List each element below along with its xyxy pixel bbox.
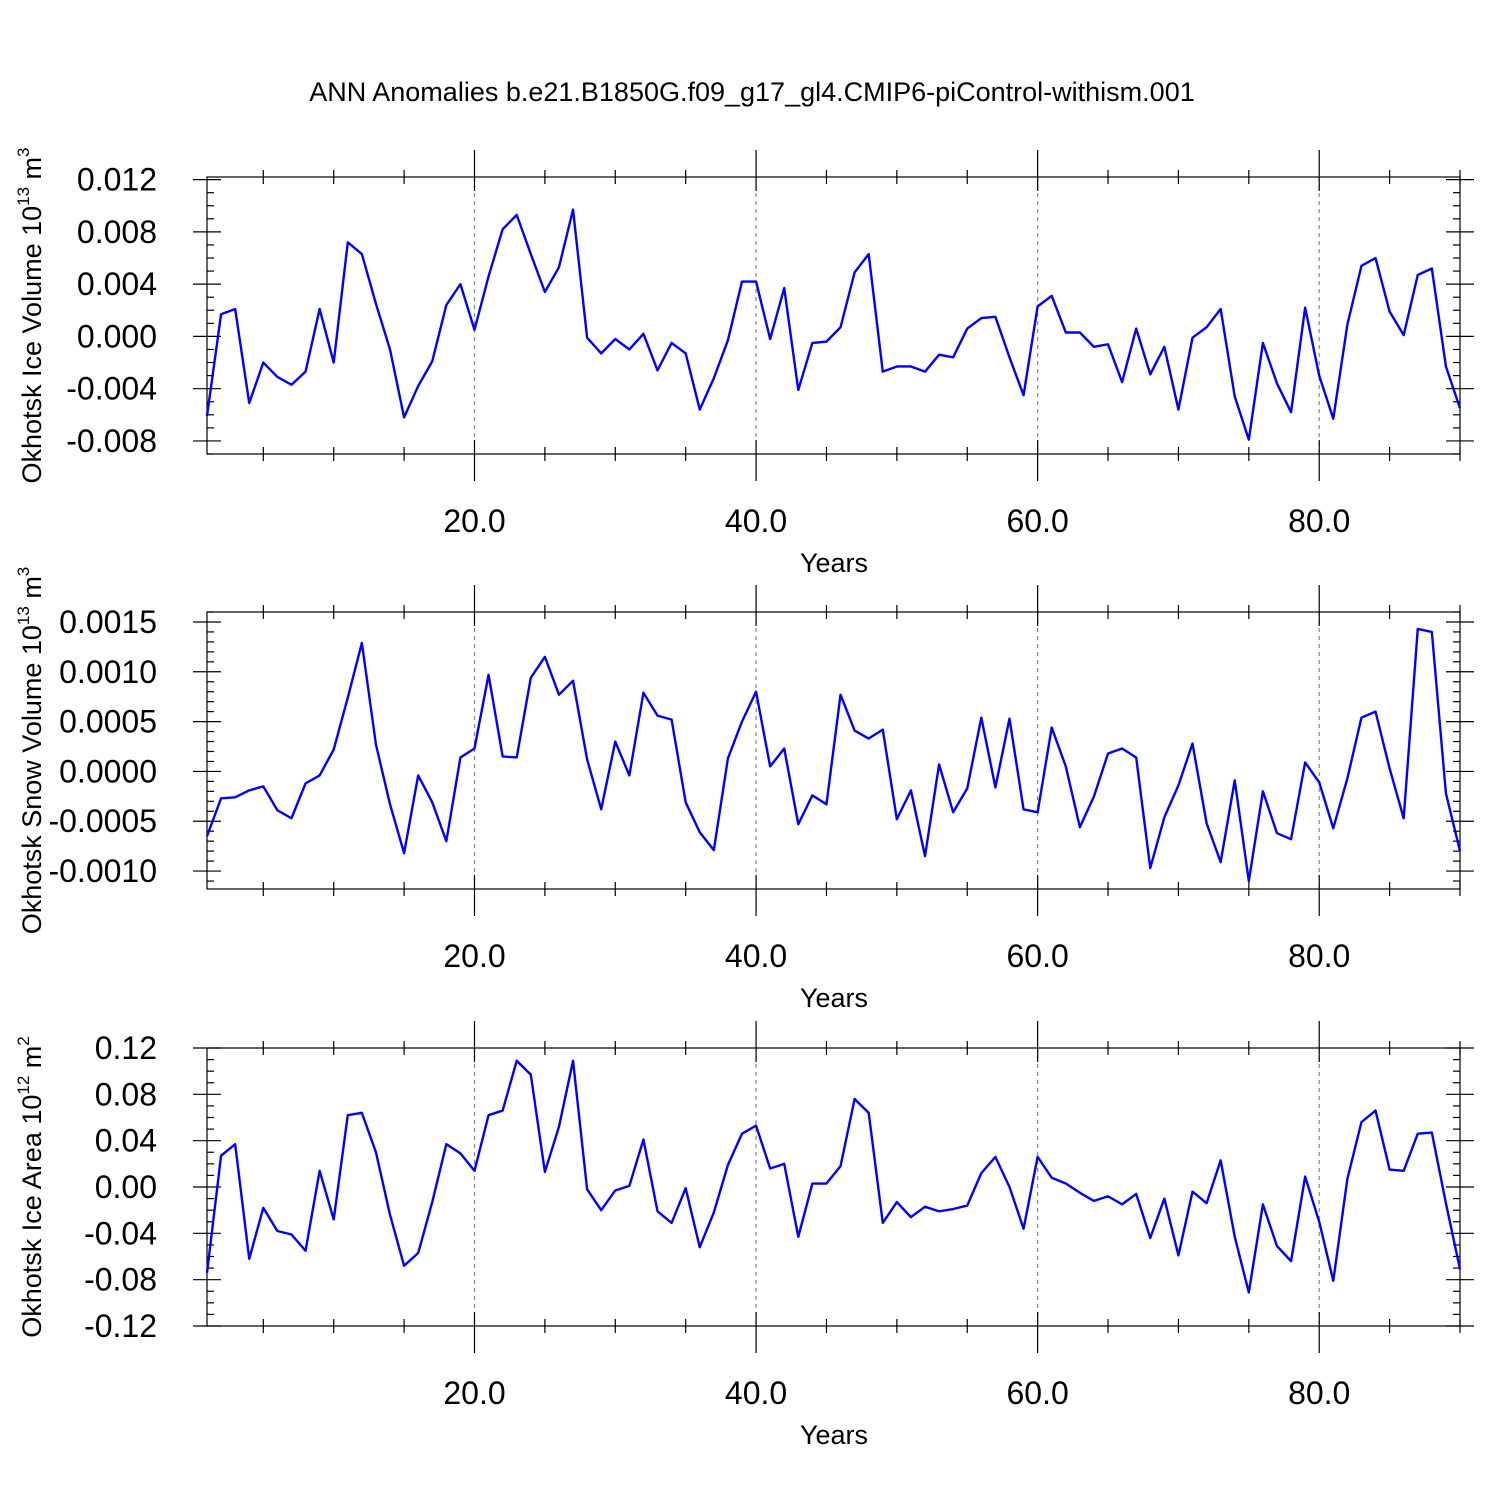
series-line bbox=[205, 208, 1462, 441]
series-line bbox=[205, 627, 1462, 883]
y-tick-label: 0.0010 bbox=[59, 654, 157, 690]
y-axis-label: Okhotsk Ice Volume 1013 m3 bbox=[14, 147, 47, 483]
panel-3: -0.12 -0.08 -0.04 0.00 0.04 0.08 0.12 20.0 40.0 6… bbox=[14, 1021, 1474, 1450]
plot-frame bbox=[206, 176, 1461, 455]
y-tick-label: -0.04 bbox=[84, 1215, 157, 1251]
y-tick-label: -0.004 bbox=[66, 371, 157, 407]
x-tick-label: 60.0 bbox=[1006, 938, 1068, 974]
x-axis-label: Years bbox=[800, 1420, 868, 1450]
panel-1: -0.008 -0.004 0.000 0.004 0.008 0.012 20.0 40.0… bbox=[14, 147, 1474, 578]
y-axis-label: Okhotsk Ice Area 1012 m2 bbox=[14, 1036, 47, 1338]
y-tick-label: 0.00 bbox=[95, 1169, 157, 1205]
x-tick-label: 20.0 bbox=[443, 503, 505, 539]
y-axis-label: Okhotsk Snow Volume 1013 m3 bbox=[14, 567, 47, 935]
plot-frame bbox=[206, 611, 1461, 890]
figure-title: ANN Anomalies b.e21.B1850G.f09_g17_gl4.C… bbox=[309, 77, 1194, 107]
y-tick-label: -0.008 bbox=[66, 423, 157, 459]
plot-frame bbox=[206, 1047, 1461, 1327]
y-tick-label: -0.08 bbox=[84, 1262, 157, 1298]
y-tick-label: 0.0005 bbox=[59, 704, 157, 740]
y-tick-label: 0.004 bbox=[77, 266, 157, 302]
x-tick-label: 40.0 bbox=[725, 938, 787, 974]
x-tick-label: 80.0 bbox=[1288, 938, 1350, 974]
x-tick-label: 80.0 bbox=[1288, 503, 1350, 539]
y-tick-label: 0.008 bbox=[77, 214, 157, 250]
y-tick-label: 0.04 bbox=[95, 1123, 157, 1159]
x-tick-label: 80.0 bbox=[1288, 1375, 1350, 1411]
y-tick-label: 0.08 bbox=[95, 1076, 157, 1112]
y-tick-label: -0.0005 bbox=[48, 803, 157, 839]
x-axis-label: Years bbox=[800, 548, 868, 578]
y-tick-label: 0.000 bbox=[77, 318, 157, 354]
series-line bbox=[205, 1059, 1462, 1294]
x-tick-label: 40.0 bbox=[725, 503, 787, 539]
y-tick-label: -0.0010 bbox=[48, 853, 157, 889]
y-tick-label: 0.0000 bbox=[59, 753, 157, 789]
x-tick-label: 60.0 bbox=[1006, 1375, 1068, 1411]
y-tick-label: 0.012 bbox=[77, 162, 157, 198]
x-tick-label: 60.0 bbox=[1006, 503, 1068, 539]
x-tick-label: 20.0 bbox=[443, 938, 505, 974]
panel-2: -0.0010 -0.0005 0.0000 0.0005 0.0010 0.0015 20… bbox=[14, 567, 1474, 1013]
y-tick-label: 0.12 bbox=[95, 1030, 157, 1066]
x-axis-label: Years bbox=[800, 983, 868, 1013]
x-tick-label: 40.0 bbox=[725, 1375, 787, 1411]
x-tick-label: 20.0 bbox=[443, 1375, 505, 1411]
y-tick-label: 0.0015 bbox=[59, 604, 157, 640]
y-tick-label: -0.12 bbox=[84, 1308, 157, 1344]
